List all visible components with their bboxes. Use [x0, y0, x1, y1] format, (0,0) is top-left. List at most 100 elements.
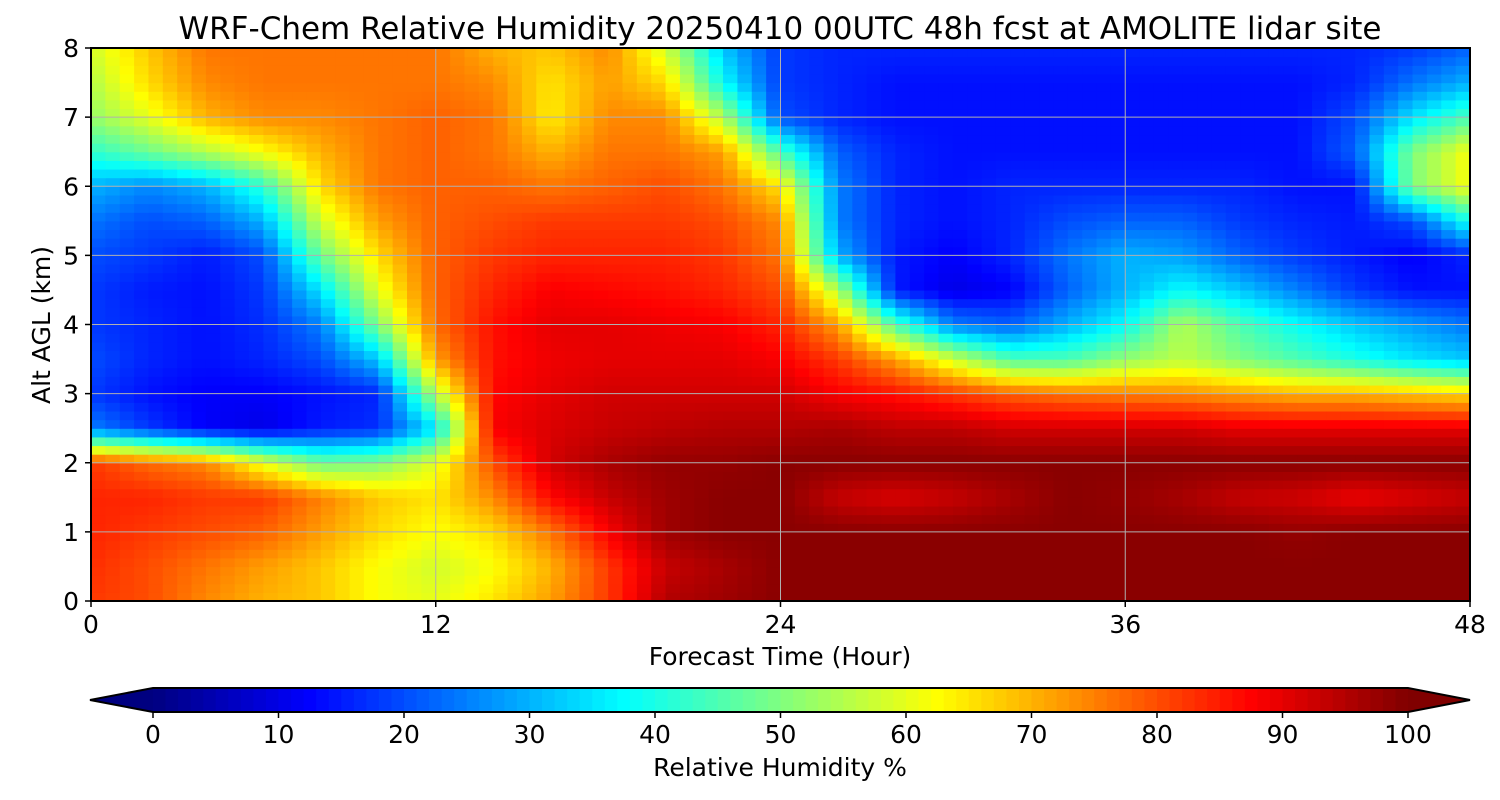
heatmap-cell: [320, 359, 336, 369]
heatmap-cell: [349, 583, 365, 593]
heatmap-cell: [1254, 341, 1270, 352]
heatmap-cell: [521, 462, 537, 472]
heatmap-cell: [852, 583, 868, 593]
heatmap-cell: [1182, 583, 1198, 593]
heatmap-cell: [1182, 160, 1198, 170]
heatmap-cell: [1426, 220, 1442, 231]
heatmap-cell: [392, 445, 408, 455]
heatmap-cell: [407, 428, 422, 438]
heatmap-cell: [1197, 289, 1213, 300]
heatmap-cell: [148, 462, 164, 472]
heatmap-cell: [220, 384, 236, 395]
heatmap-cell: [1225, 160, 1241, 170]
heatmap-cell: [995, 350, 1011, 360]
heatmap-cell: [1383, 307, 1399, 317]
heatmap-cell: [134, 471, 150, 481]
heatmap-cell: [1039, 523, 1055, 533]
heatmap-cell: [1326, 488, 1342, 498]
heatmap-cell: [435, 419, 451, 429]
heatmap-cell: [521, 523, 537, 533]
heatmap-cell: [493, 186, 509, 196]
heatmap-cell: [320, 289, 336, 300]
heatmap-cell: [249, 289, 264, 300]
heatmap-cell: [148, 186, 164, 196]
heatmap-cell: [723, 281, 738, 291]
heatmap-cell: [636, 272, 652, 282]
heatmap-cell: [435, 531, 451, 542]
heatmap-cell: [177, 255, 193, 265]
heatmap-cell: [335, 341, 351, 352]
heatmap-cell: [550, 194, 566, 205]
heatmap-cell: [1225, 315, 1241, 326]
heatmap-cell: [263, 592, 279, 601]
heatmap-cell: [162, 471, 178, 481]
heatmap-cell: [1010, 333, 1026, 343]
heatmap-cell: [1010, 315, 1026, 326]
heatmap-cell: [981, 359, 997, 369]
heatmap-cell: [536, 488, 552, 498]
heatmap-cell: [550, 238, 566, 248]
heatmap-cell: [1311, 505, 1327, 516]
heatmap-cell: [134, 194, 150, 205]
heatmap-cell: [306, 557, 322, 568]
heatmap-cell: [105, 566, 121, 576]
heatmap-cell: [794, 367, 810, 377]
heatmap-cell: [1024, 566, 1040, 576]
heatmap-cell: [924, 402, 940, 412]
heatmap-cell: [823, 376, 839, 386]
heatmap-cell: [651, 514, 667, 524]
heatmap-cell: [220, 471, 236, 481]
heatmap-cell: [708, 281, 724, 291]
heatmap-cell: [780, 557, 796, 568]
heatmap-cell: [349, 514, 365, 524]
heatmap-cell: [1082, 289, 1098, 300]
heatmap-cell: [622, 488, 638, 498]
heatmap-cell: [737, 246, 753, 256]
heatmap-cell: [1441, 575, 1457, 585]
heatmap-cell: [809, 428, 825, 438]
heatmap-cell: [148, 393, 164, 403]
heatmap-cell: [938, 428, 954, 438]
heatmap-cell: [608, 402, 624, 412]
heatmap-cell: [1398, 298, 1414, 308]
heatmap-cell: [177, 229, 193, 239]
heatmap-cell: [1139, 272, 1155, 282]
heatmap-cell: [1240, 393, 1256, 403]
heatmap-cell: [1383, 419, 1399, 429]
heatmap-cell: [1311, 384, 1327, 395]
heatmap-cell: [234, 255, 250, 265]
heatmap-cell: [435, 445, 451, 455]
heatmap-cell: [493, 497, 509, 507]
heatmap-cell: [1426, 497, 1442, 507]
heatmap-cell: [1096, 272, 1112, 282]
heatmap-cell: [1268, 298, 1284, 308]
heatmap-cell: [407, 289, 422, 300]
heatmap-cell: [909, 454, 925, 464]
heatmap-cell: [909, 160, 925, 170]
heatmap-cell: [1125, 523, 1141, 533]
heatmap-cell: [694, 549, 710, 559]
heatmap-cell: [1082, 186, 1098, 196]
heatmap-cell: [507, 583, 523, 593]
heatmap-cell: [1110, 402, 1126, 412]
heatmap-cell: [335, 238, 351, 248]
heatmap-cell: [335, 324, 351, 334]
heatmap-cell: [1455, 393, 1470, 403]
heatmap-cell: [1067, 203, 1083, 213]
heatmap-cell: [809, 160, 825, 170]
heatmap-cell: [1283, 497, 1299, 507]
heatmap-cell: [349, 376, 365, 386]
heatmap-cell: [234, 203, 250, 213]
heatmap-cell: [952, 333, 968, 343]
heatmap-cell: [823, 341, 839, 352]
heatmap-cell: [1110, 505, 1126, 516]
heatmap-cell: [277, 194, 293, 205]
heatmap-cell: [593, 566, 609, 576]
heatmap-cell: [450, 393, 466, 403]
heatmap-cell: [335, 505, 351, 516]
heatmap-cell: [1283, 203, 1299, 213]
heatmap-cell: [1297, 255, 1313, 265]
heatmap-cell: [780, 428, 796, 438]
heatmap-cell: [177, 359, 193, 369]
heatmap-cell: [1110, 160, 1126, 170]
